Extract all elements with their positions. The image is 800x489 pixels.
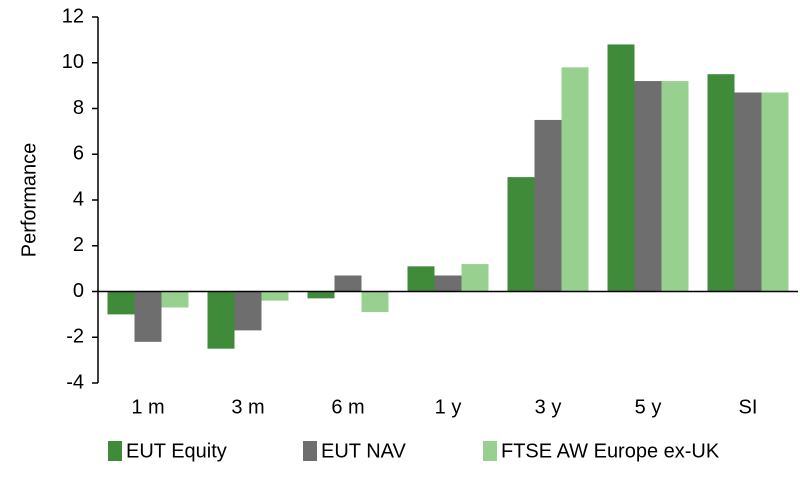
legend-swatch <box>303 441 317 461</box>
bar <box>307 291 335 299</box>
bar <box>434 275 462 292</box>
y-tick-label: 10 <box>62 51 84 73</box>
legend-swatch <box>108 441 122 461</box>
bar <box>707 74 735 292</box>
x-tick-label: SI <box>739 396 758 418</box>
bar <box>207 291 235 349</box>
bar <box>361 291 389 313</box>
bar <box>507 177 535 292</box>
y-tick-label: 12 <box>62 5 84 27</box>
bar <box>607 44 635 292</box>
y-axis-label: Performance <box>18 143 40 258</box>
x-tick-label: 1 m <box>131 396 164 418</box>
bar <box>407 266 435 292</box>
y-tick-label: 2 <box>73 234 84 256</box>
legend-swatch <box>483 441 497 461</box>
y-tick-label: -2 <box>66 326 84 348</box>
y-tick-label: 4 <box>73 188 84 210</box>
x-tick-label: 6 m <box>331 396 364 418</box>
y-tick-label: -4 <box>66 371 84 393</box>
bar <box>634 81 662 292</box>
bar <box>161 291 189 308</box>
bar <box>661 81 689 292</box>
bar <box>107 291 135 315</box>
y-tick-label: 6 <box>73 143 84 165</box>
x-tick-label: 5 y <box>635 396 662 418</box>
bar <box>534 119 562 292</box>
legend-label: FTSE AW Europe ex-UK <box>501 440 720 462</box>
x-tick-label: 3 y <box>535 396 562 418</box>
y-tick-label: 0 <box>73 280 84 302</box>
x-tick-label: 1 y <box>435 396 462 418</box>
bar <box>234 291 262 331</box>
y-tick-label: 8 <box>73 97 84 119</box>
bar <box>134 291 162 342</box>
bar <box>461 264 489 292</box>
bar <box>334 275 362 292</box>
bar <box>734 92 762 292</box>
legend-label: EUT NAV <box>321 440 406 462</box>
bar <box>761 92 789 292</box>
bar <box>561 67 589 292</box>
bar <box>261 291 289 301</box>
legend-label: EUT Equity <box>126 440 227 462</box>
x-tick-label: 3 m <box>231 396 264 418</box>
